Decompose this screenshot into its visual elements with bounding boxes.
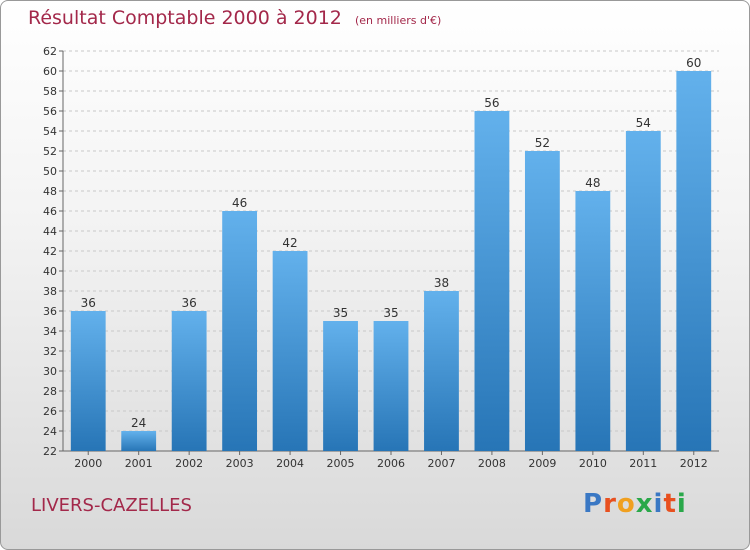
logo-letter: P xyxy=(583,489,604,519)
y-tick-label: 62 xyxy=(43,45,57,58)
y-tick-label: 46 xyxy=(43,205,57,218)
proxiti-logo: Proxiti xyxy=(583,489,687,519)
x-tick-label: 2006 xyxy=(377,457,405,470)
bar-value-label: 36 xyxy=(81,296,96,310)
bar-2007 xyxy=(424,291,459,451)
bar-2005 xyxy=(323,321,358,451)
bar-value-label: 42 xyxy=(282,236,297,250)
bar-2003 xyxy=(222,211,258,451)
bar-2009 xyxy=(524,151,560,451)
bar-value-label: 60 xyxy=(686,56,701,70)
y-tick-label: 36 xyxy=(43,305,57,318)
bar-value-label: 24 xyxy=(131,416,146,430)
bar-2006 xyxy=(373,321,409,451)
y-tick-label: 44 xyxy=(43,225,57,238)
x-tick-label: 2011 xyxy=(629,457,657,470)
bar-2012 xyxy=(676,71,712,451)
y-tick-label: 22 xyxy=(43,445,57,458)
y-tick-label: 54 xyxy=(43,125,57,138)
x-tick-label: 2005 xyxy=(327,457,355,470)
logo-letter: r xyxy=(603,489,617,519)
logo-letter: o xyxy=(616,489,636,519)
logo-letter: t xyxy=(663,489,677,519)
x-tick-label: 2008 xyxy=(478,457,506,470)
town-name: LIVERS-CAZELLES xyxy=(31,495,192,516)
x-tick-label: 2009 xyxy=(528,457,556,470)
bar-2008 xyxy=(474,111,510,451)
y-tick-label: 38 xyxy=(43,285,57,298)
y-tick-label: 56 xyxy=(43,105,57,118)
bar-2001 xyxy=(121,431,157,451)
title-subtitle: (en milliers d'€) xyxy=(354,14,442,27)
y-tick-label: 40 xyxy=(43,265,57,278)
x-tick-label: 2001 xyxy=(125,457,153,470)
bar-value-label: 56 xyxy=(484,96,499,110)
y-tick-label: 28 xyxy=(43,385,57,398)
bar-value-label: 35 xyxy=(333,306,348,320)
x-tick-label: 2010 xyxy=(579,457,607,470)
y-tick-label: 60 xyxy=(43,65,57,78)
y-tick-label: 48 xyxy=(43,185,57,198)
logo-letter: x xyxy=(635,489,654,519)
bar-value-label: 36 xyxy=(182,296,197,310)
x-tick-label: 2000 xyxy=(74,457,102,470)
bar-value-label: 35 xyxy=(383,306,398,320)
y-tick-label: 32 xyxy=(43,345,57,358)
bar-value-label: 46 xyxy=(232,196,247,210)
y-tick-label: 58 xyxy=(43,85,57,98)
y-tick-label: 52 xyxy=(43,145,57,158)
logo-letter: i xyxy=(676,489,687,519)
bar-2011 xyxy=(625,131,661,451)
logo-letter: i xyxy=(653,489,664,519)
y-tick-label: 50 xyxy=(43,165,57,178)
bar-2004 xyxy=(272,251,308,451)
bar-value-label: 38 xyxy=(434,276,449,290)
y-tick-label: 42 xyxy=(43,245,57,258)
x-tick-label: 2012 xyxy=(680,457,708,470)
x-tick-label: 2002 xyxy=(175,457,203,470)
y-tick-label: 34 xyxy=(43,325,57,338)
y-tick-label: 26 xyxy=(43,405,57,418)
x-tick-label: 2007 xyxy=(427,457,455,470)
x-tick-label: 2004 xyxy=(276,457,304,470)
bar-2000 xyxy=(70,311,106,451)
bar-value-label: 48 xyxy=(585,176,600,190)
bar-2010 xyxy=(575,191,611,451)
chart-title: Résultat Comptable 2000 à 2012 (en milli… xyxy=(28,7,441,29)
y-tick-label: 30 xyxy=(43,365,57,378)
x-tick-label: 2003 xyxy=(226,457,254,470)
y-tick-label: 24 xyxy=(43,425,57,438)
title-main: Résultat Comptable 2000 à 2012 xyxy=(28,7,342,29)
bar-value-label: 54 xyxy=(636,116,651,130)
bar-value-label: 52 xyxy=(535,136,550,150)
bar-2002 xyxy=(171,311,207,451)
